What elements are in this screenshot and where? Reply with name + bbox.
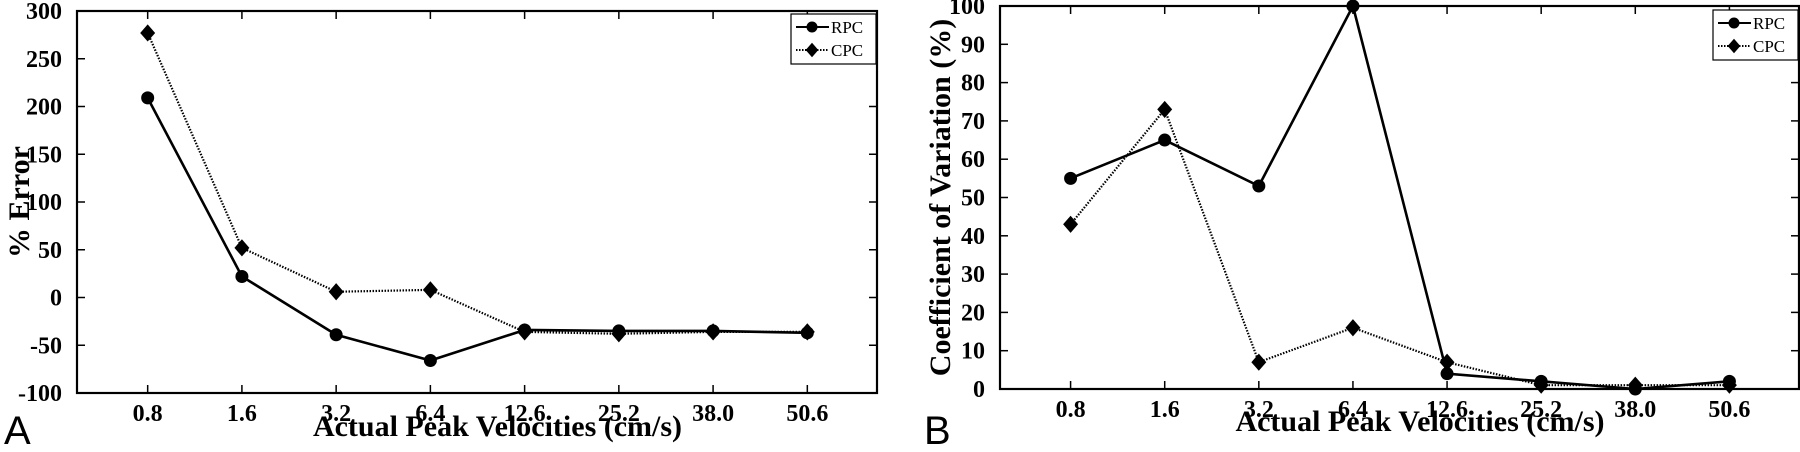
x-tick-label: 0.8 — [1056, 397, 1086, 423]
y-tick-label: 200 — [26, 95, 62, 121]
data-point-cpc — [1439, 353, 1455, 371]
x-tick-label: 38.0 — [1614, 397, 1656, 423]
legend: RPC CPC — [790, 13, 877, 65]
data-point-rpc — [1252, 179, 1266, 193]
x-tick-label: 12.6 — [504, 401, 546, 427]
data-point-cpc — [422, 281, 438, 299]
data-point-cpc — [1345, 319, 1361, 337]
legend: RPC CPC — [1712, 9, 1799, 61]
legend-marker-cpc — [805, 42, 819, 58]
x-tick-label: 38.0 — [692, 401, 734, 427]
y-tick-label: 250 — [26, 47, 62, 73]
y-tick-label: 100 — [26, 190, 62, 216]
y-tick-label: 20 — [961, 300, 985, 326]
x-tick-label: 25.2 — [1520, 397, 1562, 423]
data-point-cpc — [1157, 100, 1173, 119]
panel-label: A — [4, 409, 31, 452]
legend-box — [790, 13, 877, 65]
x-tick-label: 6.4 — [415, 401, 445, 427]
chart-panel-a: -100 -50 0 50 100 150 200 250 300 0.8 1.6 3.2 6.4 12.… — [3, 0, 879, 452]
y-tick-label: 70 — [961, 109, 985, 135]
data-point-rpc — [141, 91, 155, 105]
y-tick-label: 60 — [961, 147, 985, 173]
y-tick-label: 50 — [961, 186, 985, 212]
legend-marker-cpc — [1727, 38, 1741, 54]
y-tick-label: 30 — [961, 262, 985, 288]
data-point-cpc — [1251, 353, 1267, 371]
data-point-cpc — [234, 239, 250, 257]
series-line-cpc — [146, 32, 808, 335]
x-tick-label: 6.4 — [1338, 397, 1368, 423]
legend-label-rpc: RPC — [831, 18, 863, 37]
data-point-cpc — [1533, 376, 1549, 394]
x-tick-label: 50.6 — [786, 401, 828, 427]
y-axis-title: Coefficient of Variation (%) — [924, 19, 957, 376]
panel-label: B — [924, 409, 951, 452]
y-tick-label: 0 — [973, 377, 985, 403]
y-tick-label: 300 — [26, 0, 62, 25]
y-tick-label: 100 — [949, 0, 985, 20]
data-point-rpc — [235, 269, 249, 283]
data-point-cpc — [328, 283, 344, 301]
plot-area-frame — [998, 4, 1800, 391]
x-tick-label: 1.6 — [1150, 397, 1180, 423]
data-point-rpc — [329, 328, 343, 342]
legend-box — [1712, 9, 1799, 61]
data-point-rpc — [1346, 0, 1360, 13]
y-tick-label: 0 — [50, 286, 62, 312]
chart-panel-b: 0 10 20 30 40 50 60 70 80 90 100 0.8 1.6 3.2 6.4 12.6 25… — [924, 0, 1800, 452]
x-tick-label: 50.6 — [1708, 397, 1750, 423]
y-tick-label: 40 — [961, 224, 985, 250]
data-point-cpc — [1627, 376, 1643, 394]
plot-area-frame — [75, 9, 879, 395]
y-tick-label: -100 — [18, 381, 62, 407]
x-tick-label: 0.8 — [133, 401, 163, 427]
series-line-rpc — [1070, 2, 1730, 391]
x-axis-title: Actual Peak Velocities (cm/s) — [1235, 405, 1604, 438]
legend-label-rpc: RPC — [1753, 14, 1785, 33]
data-point-rpc — [1440, 367, 1454, 381]
y-tick-label: 90 — [961, 32, 985, 58]
data-point-cpc — [1063, 215, 1079, 233]
y-tick-label: 80 — [961, 71, 985, 97]
data-point-cpc — [1721, 376, 1737, 394]
series-line-rpc — [146, 97, 808, 362]
x-tick-label: 3.2 — [321, 401, 351, 427]
data-point-cpc — [705, 323, 721, 341]
x-tick-label: 25.2 — [598, 401, 640, 427]
data-point-cpc — [140, 24, 156, 42]
data-point-rpc — [1064, 171, 1078, 185]
y-tick-label: 150 — [26, 142, 62, 168]
legend-marker-rpc — [806, 21, 818, 33]
legend-label-cpc: CPC — [1753, 37, 1785, 56]
series-line-cpc — [1069, 107, 1730, 387]
x-tick-label: 12.6 — [1426, 397, 1468, 423]
x-tick-label: 1.6 — [227, 401, 257, 427]
y-tick-label: 50 — [38, 238, 62, 264]
x-axis-title: Actual Peak Velocities (cm/s) — [313, 410, 682, 443]
y-tick-label: -50 — [30, 333, 62, 359]
legend-marker-rpc — [1728, 17, 1740, 29]
data-point-cpc — [799, 323, 815, 341]
x-tick-label: 3.2 — [1244, 397, 1274, 423]
data-point-cpc — [611, 325, 627, 343]
data-point-rpc — [1158, 133, 1172, 147]
data-point-cpc — [517, 323, 533, 341]
data-point-rpc — [423, 354, 437, 368]
y-tick-label: 10 — [961, 339, 985, 365]
legend-label-cpc: CPC — [831, 41, 863, 60]
y-axis-title: % Error — [3, 146, 36, 258]
